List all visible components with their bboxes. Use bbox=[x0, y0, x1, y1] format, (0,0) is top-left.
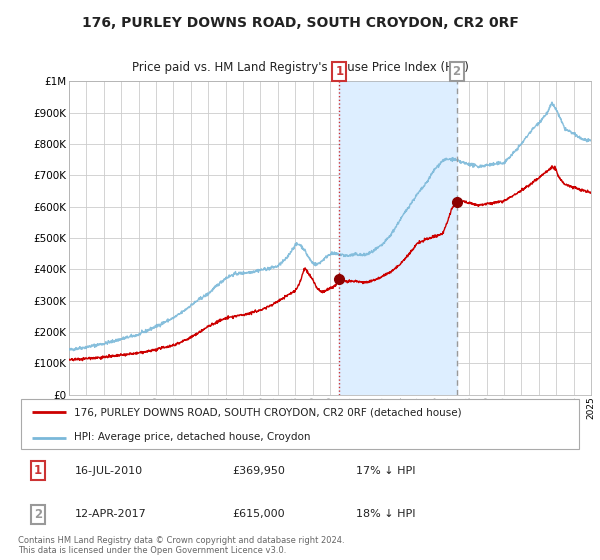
Text: £369,950: £369,950 bbox=[232, 465, 285, 475]
Text: 1: 1 bbox=[34, 464, 42, 477]
Text: 176, PURLEY DOWNS ROAD, SOUTH CROYDON, CR2 0RF: 176, PURLEY DOWNS ROAD, SOUTH CROYDON, C… bbox=[82, 16, 518, 30]
Text: 1: 1 bbox=[335, 65, 343, 78]
FancyBboxPatch shape bbox=[21, 399, 579, 449]
Text: Contains HM Land Registry data © Crown copyright and database right 2024.
This d: Contains HM Land Registry data © Crown c… bbox=[18, 536, 344, 556]
Text: £615,000: £615,000 bbox=[232, 509, 285, 519]
Text: 18% ↓ HPI: 18% ↓ HPI bbox=[356, 509, 416, 519]
Text: 17% ↓ HPI: 17% ↓ HPI bbox=[356, 465, 416, 475]
Text: 2: 2 bbox=[452, 65, 461, 78]
Bar bbox=[340, 81, 457, 395]
Text: 2: 2 bbox=[34, 508, 42, 521]
Text: Price paid vs. HM Land Registry's House Price Index (HPI): Price paid vs. HM Land Registry's House … bbox=[131, 61, 469, 74]
Text: 12-APR-2017: 12-APR-2017 bbox=[74, 509, 146, 519]
Text: HPI: Average price, detached house, Croydon: HPI: Average price, detached house, Croy… bbox=[74, 432, 311, 442]
Text: 16-JUL-2010: 16-JUL-2010 bbox=[74, 465, 143, 475]
Text: 176, PURLEY DOWNS ROAD, SOUTH CROYDON, CR2 0RF (detached house): 176, PURLEY DOWNS ROAD, SOUTH CROYDON, C… bbox=[74, 408, 462, 418]
